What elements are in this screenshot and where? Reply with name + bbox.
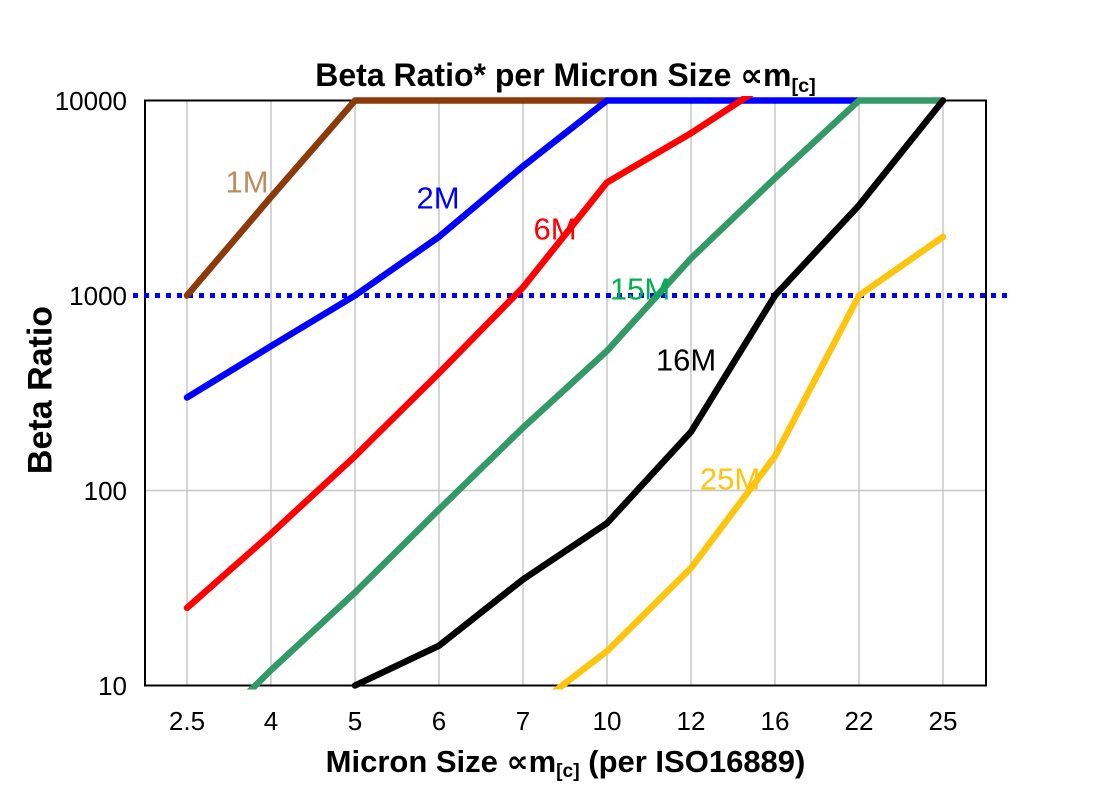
series-line-1M (183, 97, 611, 299)
series-line-25M (551, 233, 947, 690)
series-label-1M: 1M (225, 164, 269, 200)
chart-title: Beta Ratio* per Micron Size ∝m[c] (145, 56, 986, 97)
chart-title-subscript: [c] (791, 74, 816, 97)
series-label-15M: 15M (609, 271, 671, 307)
series-label-16M: 16M (655, 342, 717, 378)
series-label-6M: 6M (533, 211, 577, 247)
series-line-16M (351, 97, 947, 689)
y-tick-1000: 1000 (69, 280, 127, 311)
x-tick-10: 10 (592, 706, 622, 736)
x-tick-22: 22 (844, 706, 874, 736)
x-tick-6: 6 (431, 706, 447, 736)
x-axis-title-subscript: [c] (556, 761, 580, 783)
x-tick-12: 12 (676, 706, 706, 736)
chart-title-main: Beta Ratio* per Micron Size ∝m (315, 57, 792, 93)
x-tick-25: 25 (928, 706, 958, 736)
x-axis-title-main: Micron Size ∝m (325, 744, 557, 779)
series-line-15M (246, 97, 947, 690)
x-tick-5: 5 (347, 706, 363, 736)
x-tick-16: 16 (760, 706, 790, 736)
x-axis-title-suffix: (per ISO16889) (579, 744, 806, 779)
series-line-6M (183, 96, 754, 612)
series-label-2M: 2M (416, 180, 460, 216)
x-tick-7: 7 (515, 706, 531, 736)
y-tick-100: 100 (83, 475, 127, 506)
x-tick-4: 4 (263, 706, 279, 736)
x-axis-title: Micron Size ∝m[c] (per ISO16889) (145, 744, 986, 783)
y-tick-10000: 10000 (54, 85, 127, 116)
series-label-25M: 25M (699, 461, 761, 497)
x-tick-2.5: 2.5 (168, 706, 206, 736)
y-tick-10: 10 (98, 670, 127, 701)
series-line-2M (183, 97, 863, 401)
